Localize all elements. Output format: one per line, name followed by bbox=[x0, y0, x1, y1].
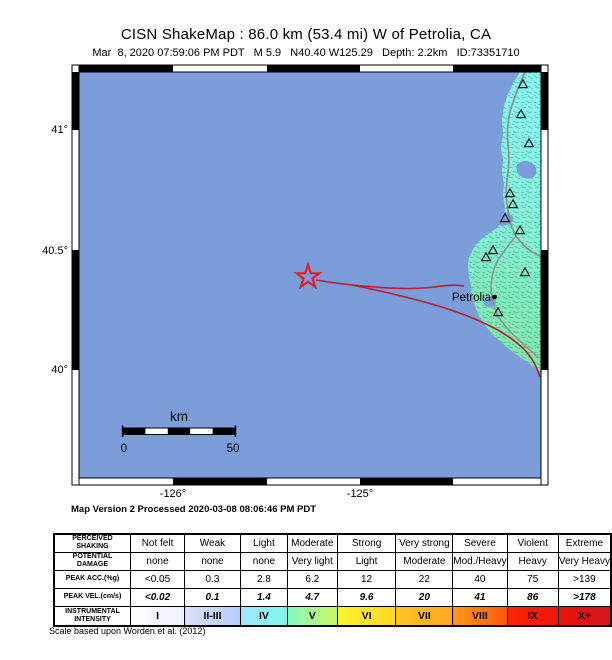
legend-cell: 20 bbox=[395, 587, 454, 607]
map-title: CISN ShakeMap : 86.0 km (53.4 mi) W of P… bbox=[120, 26, 492, 43]
legend-cell: >139 bbox=[557, 569, 612, 589]
station-triangle-icon bbox=[507, 198, 519, 209]
scale-unit-label: km bbox=[170, 409, 188, 424]
row-peak-acc: PEAK ACC.(%g) <0.05 0.3 2.8 6.2 12 22 40… bbox=[53, 569, 612, 589]
lon-tick-125: -125° bbox=[346, 488, 374, 500]
station-triangle-icon bbox=[514, 224, 526, 235]
lat-tick-40-5: 40.5° bbox=[42, 245, 68, 257]
station-triangle-icon bbox=[519, 266, 531, 277]
legend-cell: 86 bbox=[506, 587, 559, 607]
legend-cell: Extreme bbox=[557, 533, 612, 553]
city-dot bbox=[492, 294, 497, 300]
legend-cell: Not felt bbox=[129, 533, 186, 553]
legend-cell: Violent bbox=[506, 533, 559, 553]
city-label: Petrolia bbox=[452, 292, 492, 304]
legend-cell: 75 bbox=[506, 569, 559, 589]
legend-cell: 4.7 bbox=[286, 587, 338, 607]
station-triangle-icon bbox=[517, 78, 529, 89]
legend-cell: 40 bbox=[452, 569, 508, 589]
row-label-perceived-shaking: PERCEIVED SHAKING bbox=[53, 533, 131, 553]
legend-cell: 12 bbox=[336, 569, 397, 589]
legend-cell: >178 bbox=[557, 587, 612, 607]
row-label-instrumental-intensity: INSTRUMENTAL INTENSITY bbox=[53, 605, 131, 627]
station-triangle-icon bbox=[523, 137, 535, 148]
lon-tick-126: -126° bbox=[159, 488, 187, 500]
scale-bar: km 0 50 bbox=[121, 409, 240, 455]
station-triangle-icon bbox=[515, 108, 527, 119]
legend-cell: Severe bbox=[452, 533, 508, 553]
epicenter-star-icon bbox=[293, 261, 323, 290]
row-label-peak-acc: PEAK ACC.(%g) bbox=[53, 569, 131, 589]
map-subtitle: Mar 8, 2020 07:59:06 PM PDT M 5.9 N40.40… bbox=[92, 47, 520, 59]
petrolia-road-line bbox=[490, 235, 540, 359]
legend-cell: none bbox=[129, 551, 186, 571]
scale-footnote: Scale based upon Worden et al. (2012) bbox=[49, 626, 206, 636]
legend-cell: Heavy bbox=[506, 551, 559, 571]
legend-cell: 9.6 bbox=[336, 587, 397, 607]
legend-cell: Light bbox=[239, 533, 288, 553]
intensity-cell: I bbox=[129, 605, 186, 627]
row-instrumental-intensity: INSTRUMENTAL INTENSITY I II-III IV V VI … bbox=[53, 605, 612, 627]
station-triangle-icon bbox=[499, 212, 511, 223]
legend-cell: Weak bbox=[184, 533, 241, 553]
row-peak-vel: PEAK VEL.(cm/s) <0.02 0.1 1.4 4.7 9.6 20… bbox=[53, 587, 612, 607]
map-frame bbox=[71, 64, 549, 486]
legend-cell: Very Heavy bbox=[557, 551, 612, 571]
map-version-line: Map Version 2 Processed 2020-03-08 08:06… bbox=[71, 504, 317, 515]
legend-cell: Moderate bbox=[395, 551, 454, 571]
station-triangle-icon bbox=[492, 306, 504, 317]
legend-cell: 0.3 bbox=[184, 569, 241, 589]
legend-cell: none bbox=[184, 551, 241, 571]
fault-lines bbox=[315, 279, 541, 378]
intensity-cell: VII bbox=[395, 605, 454, 627]
legend-cell: 41 bbox=[452, 587, 508, 607]
lat-tick-41: 41° bbox=[51, 124, 68, 136]
legend-cell: Strong bbox=[336, 533, 397, 553]
legend-cell: <0.02 bbox=[129, 587, 186, 607]
row-label-potential-damage: POTENTIAL DAMAGE bbox=[53, 551, 131, 571]
humboldt-bay bbox=[516, 161, 537, 179]
row-potential-damage: POTENTIAL DAMAGE none none none Very lig… bbox=[53, 551, 612, 571]
legend-cell: Light bbox=[336, 551, 397, 571]
station-triangles bbox=[480, 78, 535, 317]
legend-cell: <0.05 bbox=[129, 569, 186, 589]
legend-cell: 1.4 bbox=[239, 587, 288, 607]
legend-cell: 22 bbox=[395, 569, 454, 589]
legend-cell: Very light bbox=[286, 551, 338, 571]
station-triangle-icon bbox=[480, 251, 492, 262]
legend-cell: Mod./Heavy bbox=[452, 551, 508, 571]
station-triangle-icon bbox=[487, 244, 499, 255]
intensity-cell: VIII bbox=[452, 605, 508, 627]
coastal-road-line bbox=[505, 72, 541, 258]
legend-cell: 6.2 bbox=[286, 569, 338, 589]
legend-cell: Very strong bbox=[395, 533, 454, 553]
ocean bbox=[79, 72, 541, 478]
legend-cell: 0.1 bbox=[184, 587, 241, 607]
fault-line bbox=[351, 284, 541, 378]
intensity-cell: IV bbox=[239, 605, 288, 627]
row-perceived-shaking: PERCEIVED SHAKING Not felt Weak Light Mo… bbox=[53, 533, 612, 553]
intensity-cell: V bbox=[286, 605, 338, 627]
intensity-cell: II-III bbox=[184, 605, 241, 627]
fault-line bbox=[315, 279, 465, 290]
row-label-peak-vel: PEAK VEL.(cm/s) bbox=[53, 587, 131, 607]
scale-end-label: 50 bbox=[227, 443, 240, 455]
legend-cell: none bbox=[239, 551, 288, 571]
station-triangle-icon bbox=[504, 187, 516, 198]
lat-tick-40: 40° bbox=[51, 364, 68, 376]
intensity-cell: VI bbox=[336, 605, 397, 627]
intensity-cell: IX bbox=[506, 605, 559, 627]
shakemap-map: Petrolia km 0 50 bbox=[71, 64, 549, 486]
scale-start-label: 0 bbox=[121, 443, 127, 455]
intensity-legend-table: PERCEIVED SHAKING Not felt Weak Light Mo… bbox=[53, 533, 612, 627]
legend-cell: Moderate bbox=[286, 533, 338, 553]
legend-cell: 2.8 bbox=[239, 569, 288, 589]
intensity-cell: X+ bbox=[557, 605, 612, 627]
